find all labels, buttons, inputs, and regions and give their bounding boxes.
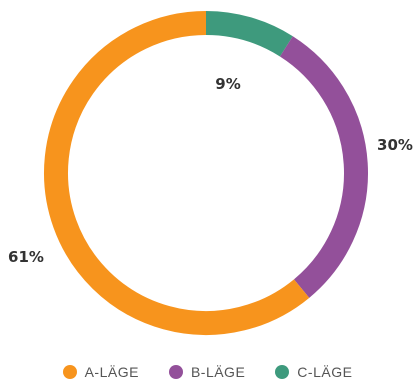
- legend-item-b: B-LÄGE: [168, 364, 246, 380]
- value-label-a: 61%: [8, 248, 44, 266]
- legend-label-c: C-LÄGE: [297, 364, 353, 380]
- legend-item-a: A-LÄGE: [62, 364, 139, 380]
- value-label-b: 30%: [377, 136, 413, 154]
- legend-label-a: A-LÄGE: [84, 364, 139, 380]
- legend-swatch-a: [62, 365, 77, 379]
- value-label-c: 9%: [215, 75, 240, 93]
- legend-item-c: C-LÄGE: [275, 364, 352, 380]
- slice-b: [279, 36, 368, 298]
- legend-label-b: B-LÄGE: [190, 364, 246, 380]
- legend-swatch-b: [168, 365, 183, 379]
- legend-swatch-c: [275, 365, 290, 379]
- legend: A-LÄGE B-LÄGE C-LÄGE: [0, 364, 415, 380]
- slice-a: [44, 11, 310, 335]
- slice-c: [205, 11, 293, 57]
